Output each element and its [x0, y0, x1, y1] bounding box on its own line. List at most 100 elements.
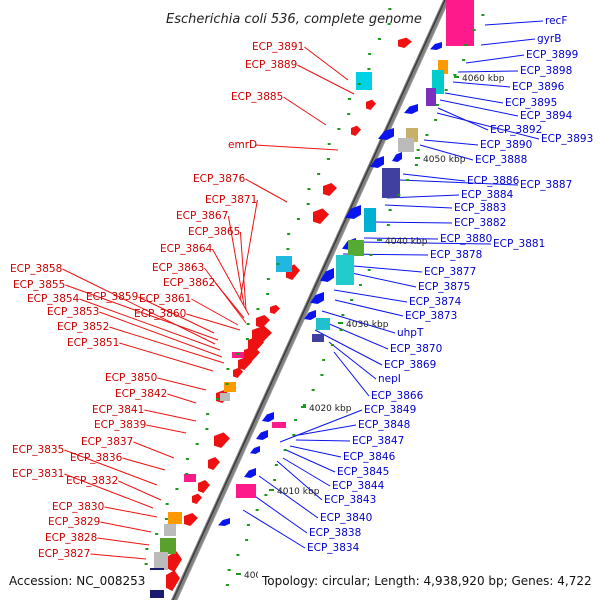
forward-gene — [208, 457, 220, 470]
minor-tick — [472, 29, 476, 31]
gene-label-forward: ECP_3832 — [66, 475, 118, 487]
left-connector — [79, 298, 221, 351]
right-connector — [399, 179, 519, 186]
minor-tick — [481, 14, 485, 16]
left-connector — [133, 441, 175, 459]
gene-label-forward: ECP_3830 — [52, 501, 104, 513]
gene-label-forward: ECP_3862 — [163, 277, 215, 289]
footer-backdrop-right — [258, 570, 598, 590]
gene-label-reverse: uhpT — [397, 327, 424, 339]
minor-tick — [425, 134, 429, 136]
left-connector — [122, 457, 166, 471]
minor-tick — [453, 74, 457, 76]
gene-label-reverse: ECP_3877 — [424, 266, 476, 278]
gene-label-forward: ECP_3858 — [10, 263, 62, 275]
gene-label-reverse: ECP_3844 — [332, 480, 385, 492]
gene-label-forward: ECP_3827 — [38, 548, 90, 560]
gene-label-reverse: ECP_3866 — [371, 390, 424, 402]
reverse-gene — [310, 292, 324, 304]
gene-label-forward: ECP_3871 — [205, 194, 257, 206]
forward-gene — [256, 315, 270, 328]
minor-tick — [317, 173, 321, 175]
reverse-gene — [262, 412, 274, 422]
right-connector — [333, 351, 370, 397]
minor-tick — [444, 89, 448, 91]
gene-label-forward: ECP_3852 — [57, 321, 109, 333]
gene-label-reverse: ECP_3870 — [390, 343, 442, 355]
gene-label-reverse: ECP_3878 — [430, 249, 482, 261]
gene-label-forward: ECP_3836 — [70, 452, 123, 464]
gene-label-reverse: ECP_3874 — [409, 296, 462, 308]
gene-label-reverse: ECP_3838 — [309, 527, 361, 539]
accession-text: Accession: NC_008253 — [9, 574, 145, 588]
forward-gene — [198, 480, 210, 493]
minor-tick — [286, 248, 290, 250]
gene-label-reverse: gyrB — [537, 33, 561, 45]
minor-tick — [155, 533, 159, 535]
right-connector — [465, 54, 525, 64]
tick-label: 4060 kbp — [462, 74, 505, 84]
minor-tick — [273, 479, 277, 481]
minor-tick — [311, 389, 315, 391]
left-connector — [255, 144, 339, 151]
minor-tick — [330, 344, 334, 346]
reverse-gene — [218, 518, 230, 526]
feature-block — [398, 138, 414, 152]
left-connector — [65, 284, 219, 341]
minor-tick — [145, 548, 149, 550]
gene-label-reverse: ECP_3882 — [454, 217, 506, 229]
minor-tick — [377, 38, 381, 40]
gene-label-reverse: ECP_3896 — [512, 81, 565, 93]
right-connector — [319, 319, 389, 350]
minor-tick — [367, 68, 371, 70]
left-connector — [157, 377, 207, 391]
forward-gene — [192, 493, 202, 504]
forward-gene — [323, 183, 337, 196]
gene-label-reverse: ECP_3875 — [418, 281, 470, 293]
label-connectors — [62, 20, 544, 560]
feature-block — [446, 0, 474, 46]
feature-block — [168, 512, 182, 524]
gene-label-forward: ECP_3850 — [105, 372, 157, 384]
left-connector — [239, 199, 258, 301]
minor-tick — [164, 518, 168, 520]
minor-tick — [266, 278, 270, 280]
feature-block — [348, 240, 364, 256]
minor-tick — [302, 404, 306, 406]
left-connector — [97, 537, 150, 546]
gene-label-reverse: ECP_3881 — [493, 238, 545, 250]
feature-block — [160, 538, 176, 554]
left-connector — [186, 313, 241, 331]
gene-label-forward: ECP_3891 — [252, 41, 304, 53]
right-connector — [295, 439, 351, 442]
minor-tick — [175, 488, 179, 490]
gene-label-reverse: ECP_3888 — [475, 154, 527, 166]
minor-tick — [369, 254, 373, 256]
minor-tick — [144, 563, 148, 565]
right-connector — [248, 491, 308, 534]
minor-tick — [414, 164, 418, 166]
gene-label-reverse: ECP_3873 — [405, 310, 457, 322]
gene-label-forward: ECP_3854 — [27, 293, 80, 305]
right-connector — [279, 409, 363, 443]
feature-block — [382, 168, 400, 198]
minor-tick — [205, 428, 209, 430]
minor-tick — [283, 449, 287, 451]
minor-tick — [165, 503, 169, 505]
tick-label: 4020 kbp — [309, 404, 352, 414]
left-connector — [118, 480, 162, 501]
minor-tick — [225, 383, 229, 385]
gene-label-reverse: ECP_3845 — [337, 466, 389, 478]
minor-tick — [322, 359, 326, 361]
left-connector — [104, 506, 158, 518]
reverse-gene — [256, 430, 268, 440]
minor-tick — [358, 284, 362, 286]
right-connector — [444, 92, 504, 104]
right-connector — [258, 475, 319, 519]
minor-tick — [388, 8, 392, 10]
gene-label-forward: ECP_3889 — [245, 59, 297, 71]
feature-block — [316, 318, 330, 330]
gene-label-forward: ECP_3835 — [12, 444, 64, 456]
gene-label-forward: ECP_3864 — [160, 243, 213, 255]
right-connector — [285, 449, 336, 473]
